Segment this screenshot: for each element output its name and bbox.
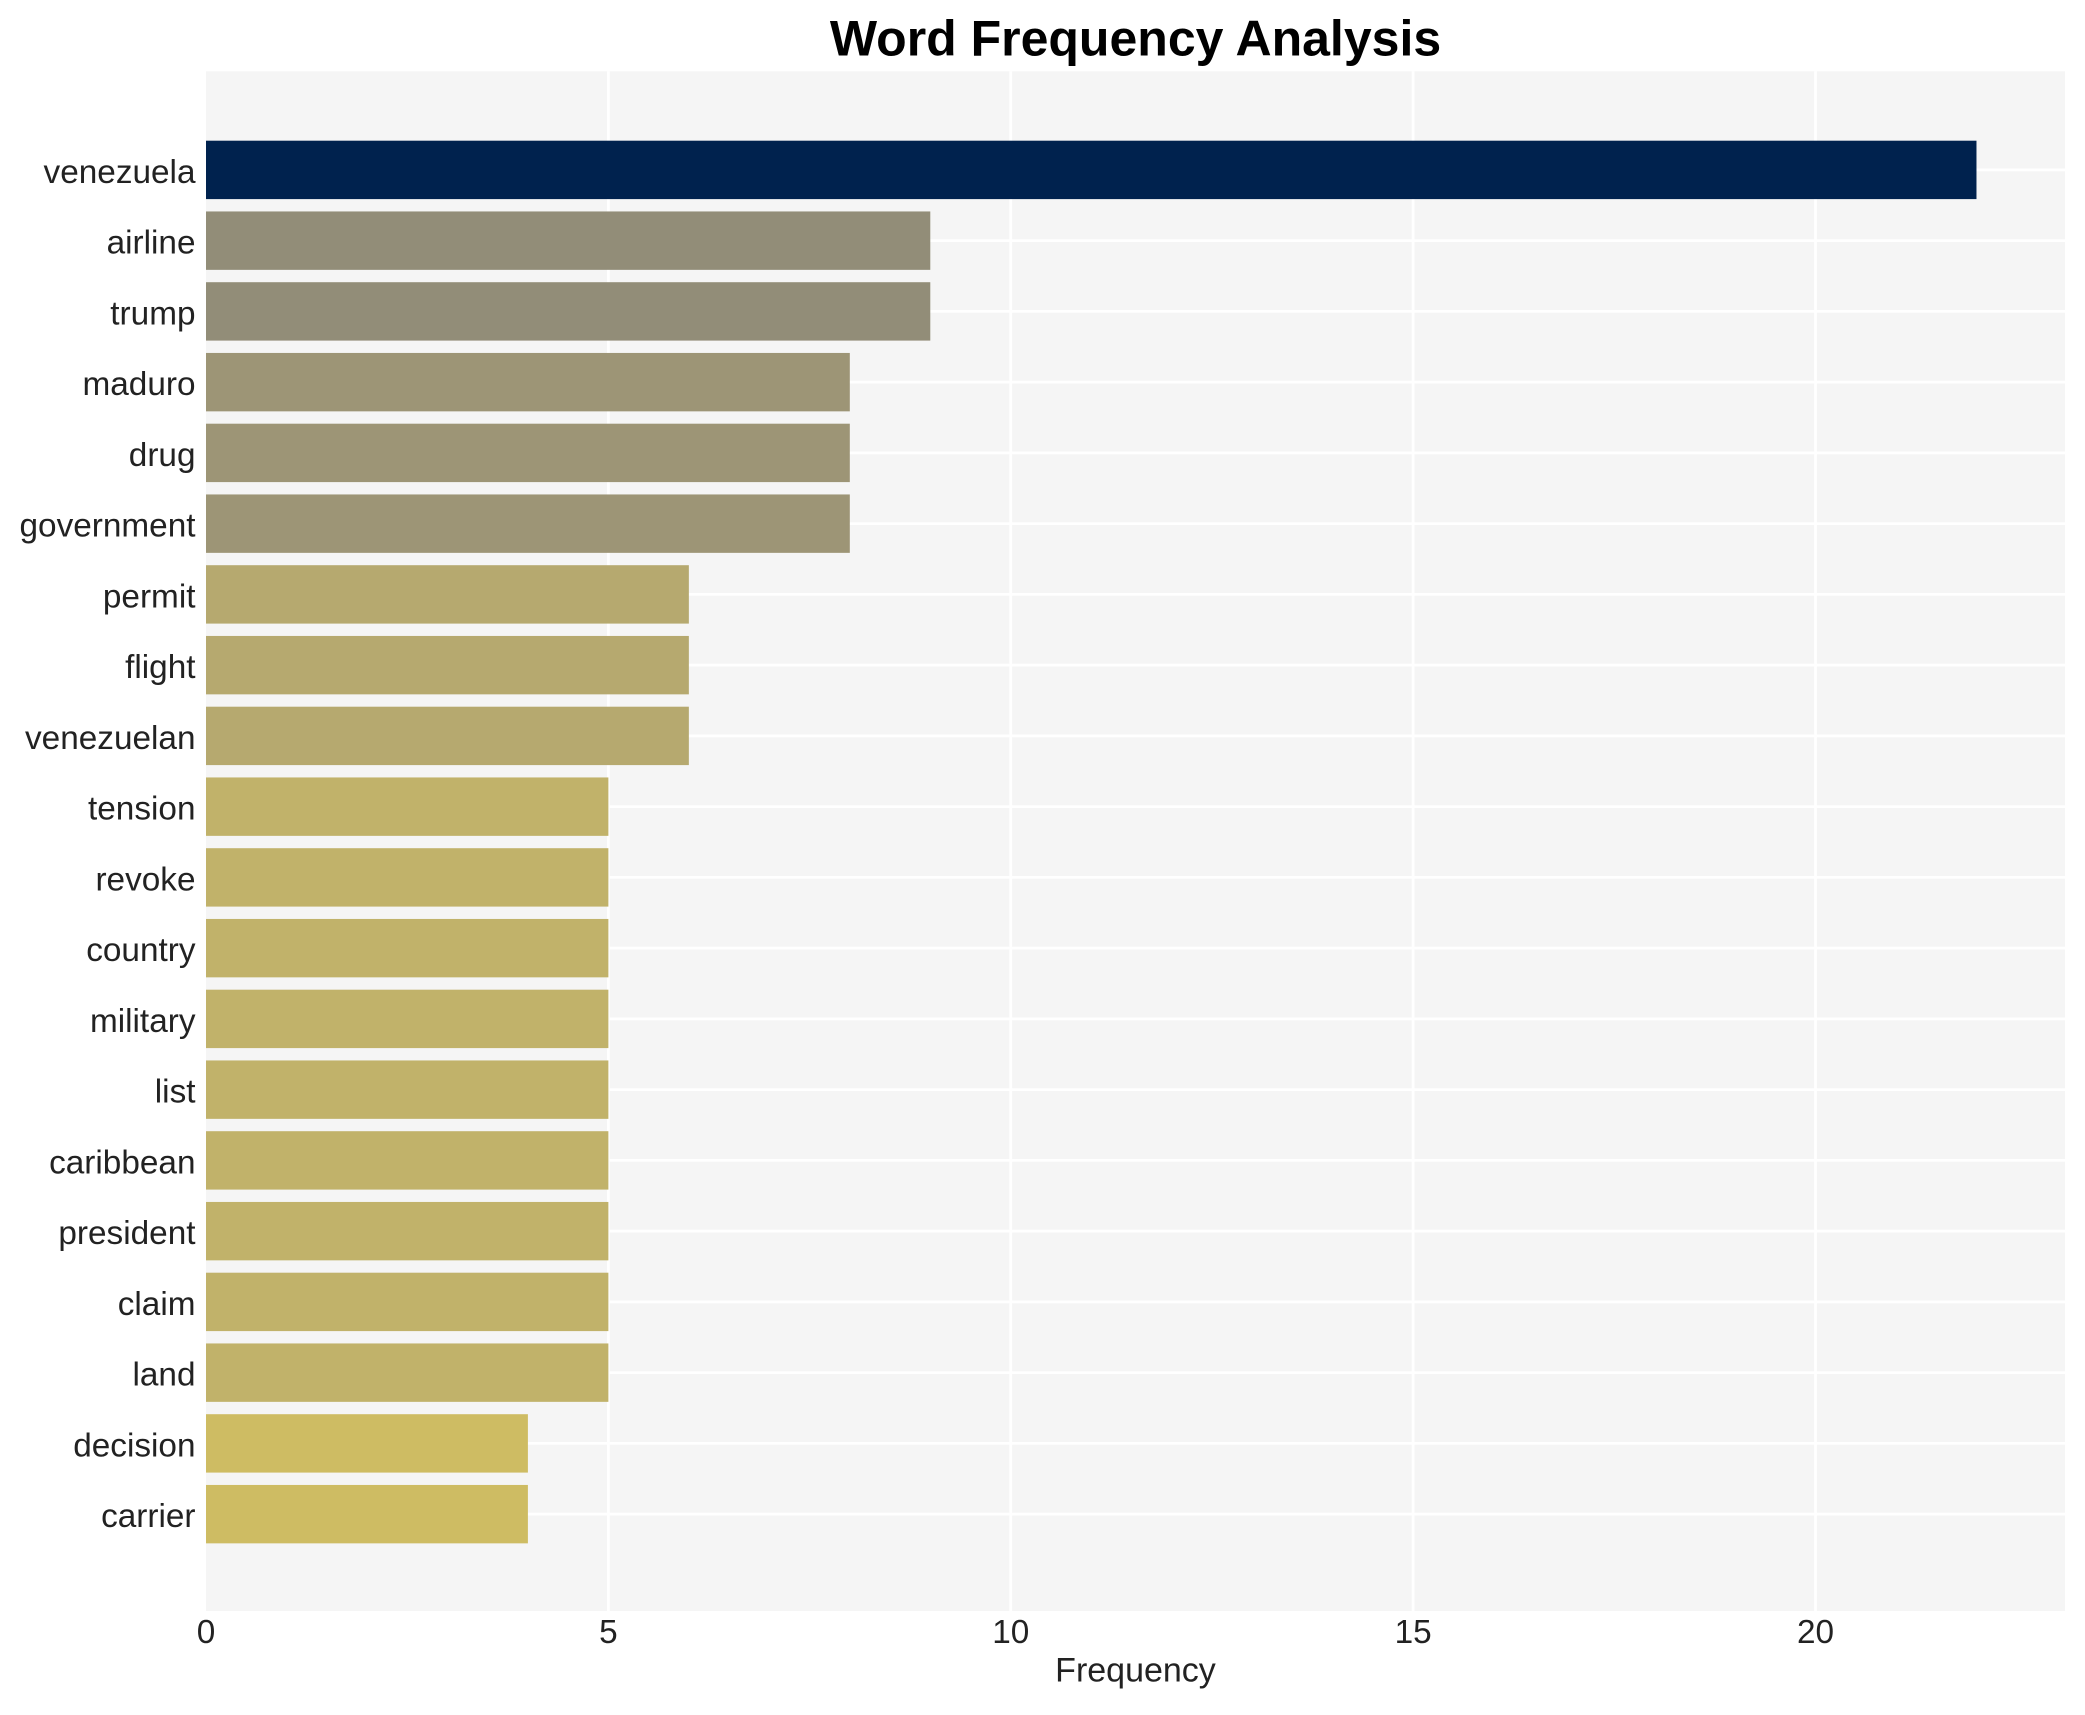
svg-text:government: government: [20, 508, 197, 545]
svg-text:drug: drug: [129, 437, 196, 474]
svg-text:20: 20: [1797, 1614, 1834, 1651]
svg-text:tension: tension: [88, 791, 195, 828]
svg-text:claim: claim: [118, 1286, 196, 1323]
svg-text:country: country: [86, 932, 196, 969]
svg-text:maduro: maduro: [82, 366, 195, 403]
svg-text:flight: flight: [125, 649, 196, 686]
svg-text:permit: permit: [103, 578, 196, 615]
svg-text:Word Frequency Analysis: Word Frequency Analysis: [830, 11, 1441, 67]
svg-text:president: president: [58, 1215, 196, 1252]
svg-text:revoke: revoke: [95, 861, 195, 898]
svg-text:land: land: [132, 1357, 195, 1394]
svg-text:airline: airline: [107, 225, 196, 262]
svg-text:military: military: [90, 1003, 196, 1040]
svg-text:Frequency: Frequency: [1055, 1652, 1216, 1690]
svg-text:venezuela: venezuela: [44, 154, 196, 191]
svg-text:list: list: [155, 1074, 196, 1111]
svg-text:0: 0: [197, 1614, 216, 1651]
svg-text:10: 10: [992, 1614, 1029, 1651]
svg-text:decision: decision: [73, 1427, 195, 1464]
svg-text:5: 5: [599, 1614, 618, 1651]
svg-text:caribbean: caribbean: [49, 1144, 195, 1181]
svg-text:venezuelan: venezuelan: [25, 720, 195, 757]
svg-text:15: 15: [1395, 1614, 1432, 1651]
svg-text:trump: trump: [110, 295, 195, 332]
svg-text:carrier: carrier: [101, 1498, 195, 1535]
